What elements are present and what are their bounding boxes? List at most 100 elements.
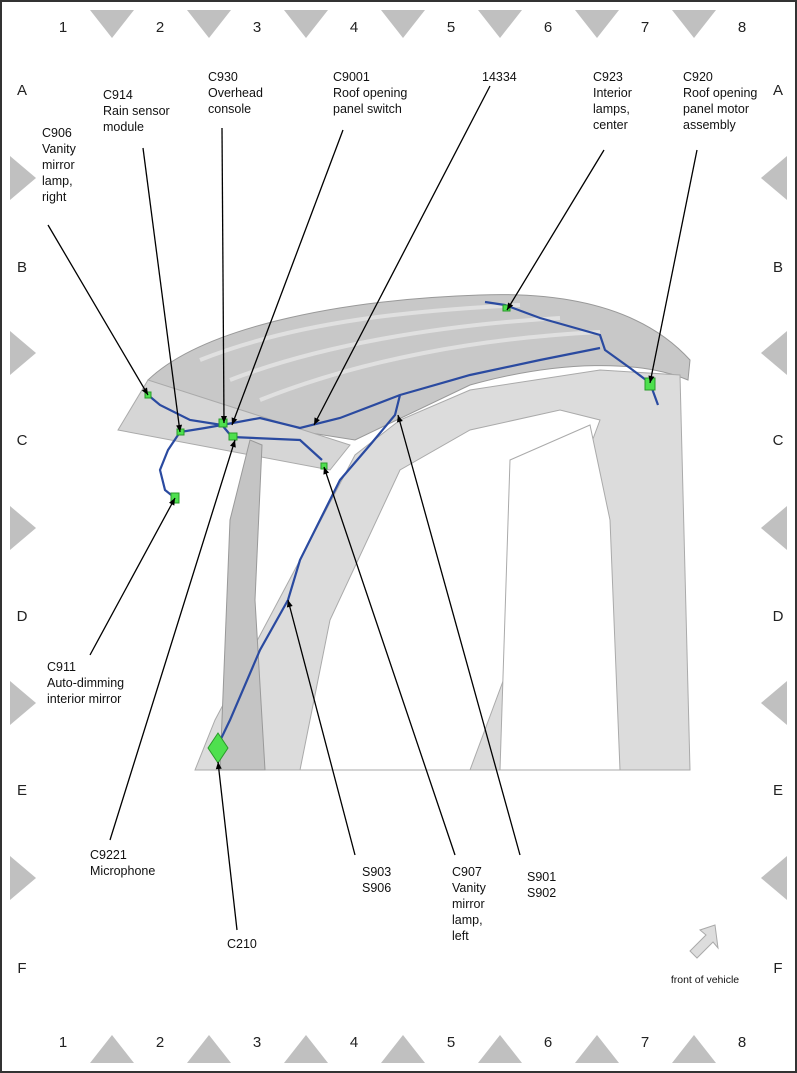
leader-line bbox=[313, 85, 491, 426]
column-label: 5 bbox=[447, 19, 455, 36]
border-marker bbox=[761, 506, 787, 550]
row-label: B bbox=[773, 259, 783, 276]
callout-text: Overhead bbox=[208, 86, 263, 100]
callout-text: Microphone bbox=[90, 864, 155, 878]
row-label: B bbox=[17, 259, 27, 276]
leader-line bbox=[109, 439, 236, 841]
column-label: 3 bbox=[253, 19, 261, 36]
column-label: 8 bbox=[738, 19, 746, 36]
callout-text: right bbox=[42, 190, 67, 204]
column-label: 7 bbox=[641, 19, 649, 36]
callout-text: C907 bbox=[452, 865, 482, 879]
a-pillar bbox=[219, 439, 266, 771]
callout-text: Roof opening bbox=[333, 86, 407, 100]
border-marker bbox=[761, 681, 787, 725]
callout: C911 Auto-dimming interior mirror bbox=[47, 497, 176, 706]
row-label: E bbox=[17, 782, 27, 799]
border-marker bbox=[575, 10, 619, 38]
border-marker bbox=[284, 10, 328, 38]
arrow-icon bbox=[689, 924, 719, 959]
connector bbox=[228, 432, 238, 441]
callout-text: interior mirror bbox=[47, 692, 121, 706]
border-marker bbox=[10, 856, 36, 900]
callout-text: Roof opening bbox=[683, 86, 757, 100]
leader-line bbox=[506, 149, 605, 311]
column-label: 6 bbox=[544, 19, 552, 36]
border-marker bbox=[10, 331, 36, 375]
callout-text: Interior bbox=[593, 86, 632, 100]
border-marker bbox=[761, 331, 787, 375]
callout: C930 Overhead console bbox=[208, 70, 263, 424]
border-marker bbox=[284, 1035, 328, 1063]
row-label: D bbox=[17, 608, 28, 625]
border-marker bbox=[672, 1035, 716, 1063]
callout-text: lamp, bbox=[452, 913, 483, 927]
callout-text: C906 bbox=[42, 126, 72, 140]
border-marker bbox=[478, 1035, 522, 1063]
leader-arrow bbox=[323, 467, 330, 475]
column-label: 4 bbox=[350, 19, 358, 36]
callout-text: S901 bbox=[527, 870, 556, 884]
border-marker bbox=[761, 156, 787, 200]
callout-text: lamp, bbox=[42, 174, 73, 188]
callout: C9001 Roof opening panel switch bbox=[231, 70, 407, 426]
callout-text: S902 bbox=[527, 886, 556, 900]
callout-text: C920 bbox=[683, 70, 713, 84]
leader-arrow bbox=[141, 387, 148, 395]
callout: S901 S902 bbox=[396, 414, 556, 900]
callout: C210 bbox=[215, 761, 257, 951]
column-label: 5 bbox=[447, 1034, 455, 1051]
leader-line bbox=[221, 127, 225, 424]
callout-text: module bbox=[103, 120, 144, 134]
callout-text: assembly bbox=[683, 118, 737, 132]
callout-text: Rain sensor bbox=[103, 104, 170, 118]
callout-text: panel switch bbox=[333, 102, 402, 116]
column-label: 2 bbox=[156, 1034, 164, 1051]
callout-text: C911 bbox=[47, 660, 76, 674]
leader-arrow bbox=[176, 424, 183, 432]
border-marker bbox=[381, 10, 425, 38]
callout-text: Vanity bbox=[452, 881, 487, 895]
vehicle-body bbox=[117, 294, 691, 771]
leader-line bbox=[142, 147, 181, 433]
callout-text: center bbox=[593, 118, 628, 132]
border-marker bbox=[381, 1035, 425, 1063]
callout: C907 Vanity mirror lamp, left bbox=[323, 466, 487, 943]
leader-arrow bbox=[648, 375, 655, 383]
row-label: E bbox=[773, 782, 783, 799]
border-marker bbox=[10, 156, 36, 200]
border-marker bbox=[90, 10, 134, 38]
border-marker bbox=[478, 10, 522, 38]
front-label: front of vehicle bbox=[671, 974, 739, 986]
row-label: C bbox=[773, 432, 784, 449]
leader-line bbox=[397, 414, 521, 856]
border-marker bbox=[10, 506, 36, 550]
row-label: F bbox=[17, 960, 26, 977]
leader-line bbox=[47, 224, 149, 396]
column-label: 6 bbox=[544, 1034, 552, 1051]
border-marker bbox=[187, 10, 231, 38]
leader-arrow bbox=[396, 415, 403, 423]
column-label: 4 bbox=[350, 1034, 358, 1051]
column-label: 3 bbox=[253, 1034, 261, 1051]
callout-text: Auto-dimming bbox=[47, 676, 124, 690]
callout-text: C210 bbox=[227, 937, 257, 951]
row-label: D bbox=[773, 608, 784, 625]
leader-line bbox=[217, 761, 238, 931]
callout-text: panel motor bbox=[683, 102, 749, 116]
callout-text: left bbox=[452, 929, 469, 943]
callout-text: mirror bbox=[452, 897, 485, 911]
column-label: 1 bbox=[59, 1034, 67, 1051]
door-opening-rear bbox=[499, 424, 621, 771]
column-label: 2 bbox=[156, 19, 164, 36]
row-label: A bbox=[17, 82, 27, 99]
leader-arrow bbox=[230, 440, 236, 448]
column-label: 7 bbox=[641, 1034, 649, 1051]
row-label: F bbox=[773, 960, 782, 977]
leader-arrow bbox=[286, 600, 293, 608]
leader-arrow bbox=[215, 762, 222, 770]
row-label: A bbox=[773, 82, 783, 99]
border-marker bbox=[90, 1035, 134, 1063]
callout-text: console bbox=[208, 102, 251, 116]
